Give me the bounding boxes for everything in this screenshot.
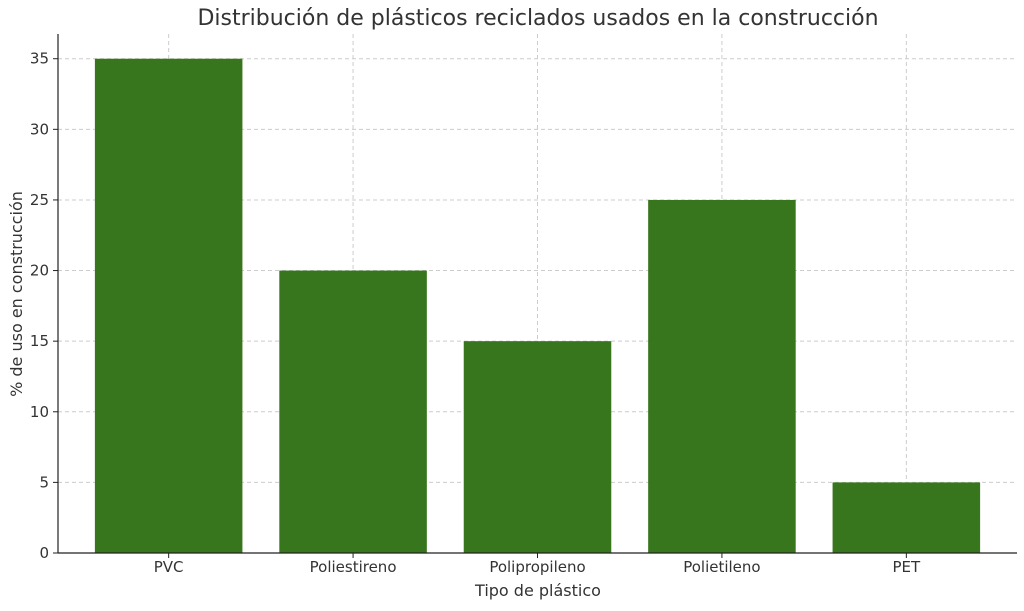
y-tick-label: 35 bbox=[30, 50, 49, 68]
y-tick-label: 25 bbox=[30, 191, 49, 209]
x-tick-label: Polipropileno bbox=[489, 558, 585, 576]
bar-pet bbox=[832, 482, 981, 553]
y-tick-label: 20 bbox=[30, 262, 49, 280]
x-axis-label: Tipo de plástico bbox=[474, 581, 601, 600]
bar-pvc bbox=[94, 58, 243, 553]
bar-polipropileno bbox=[463, 341, 612, 553]
bar-poliestireno bbox=[279, 270, 427, 553]
x-tick-label: Polietileno bbox=[683, 558, 760, 576]
bar-polietileno bbox=[648, 199, 796, 553]
y-tick-label: 5 bbox=[39, 473, 49, 491]
x-tick-label: Poliestireno bbox=[310, 558, 397, 576]
x-tick-label: PVC bbox=[154, 558, 184, 576]
y-tick-label: 15 bbox=[30, 332, 49, 350]
chart-title: Distribución de plásticos reciclados usa… bbox=[197, 6, 878, 31]
ticks-layer: 0 5 10 15 20 25 30 35 PVC Poliestireno Polipropile… bbox=[30, 50, 921, 576]
x-tick-label: PET bbox=[893, 558, 922, 576]
bars-layer bbox=[94, 58, 981, 553]
y-axis-label: % de uso en construcción bbox=[7, 191, 26, 397]
y-tick-label: 30 bbox=[30, 120, 49, 138]
y-tick-label: 0 bbox=[39, 544, 49, 562]
y-tick-label: 10 bbox=[30, 403, 49, 421]
